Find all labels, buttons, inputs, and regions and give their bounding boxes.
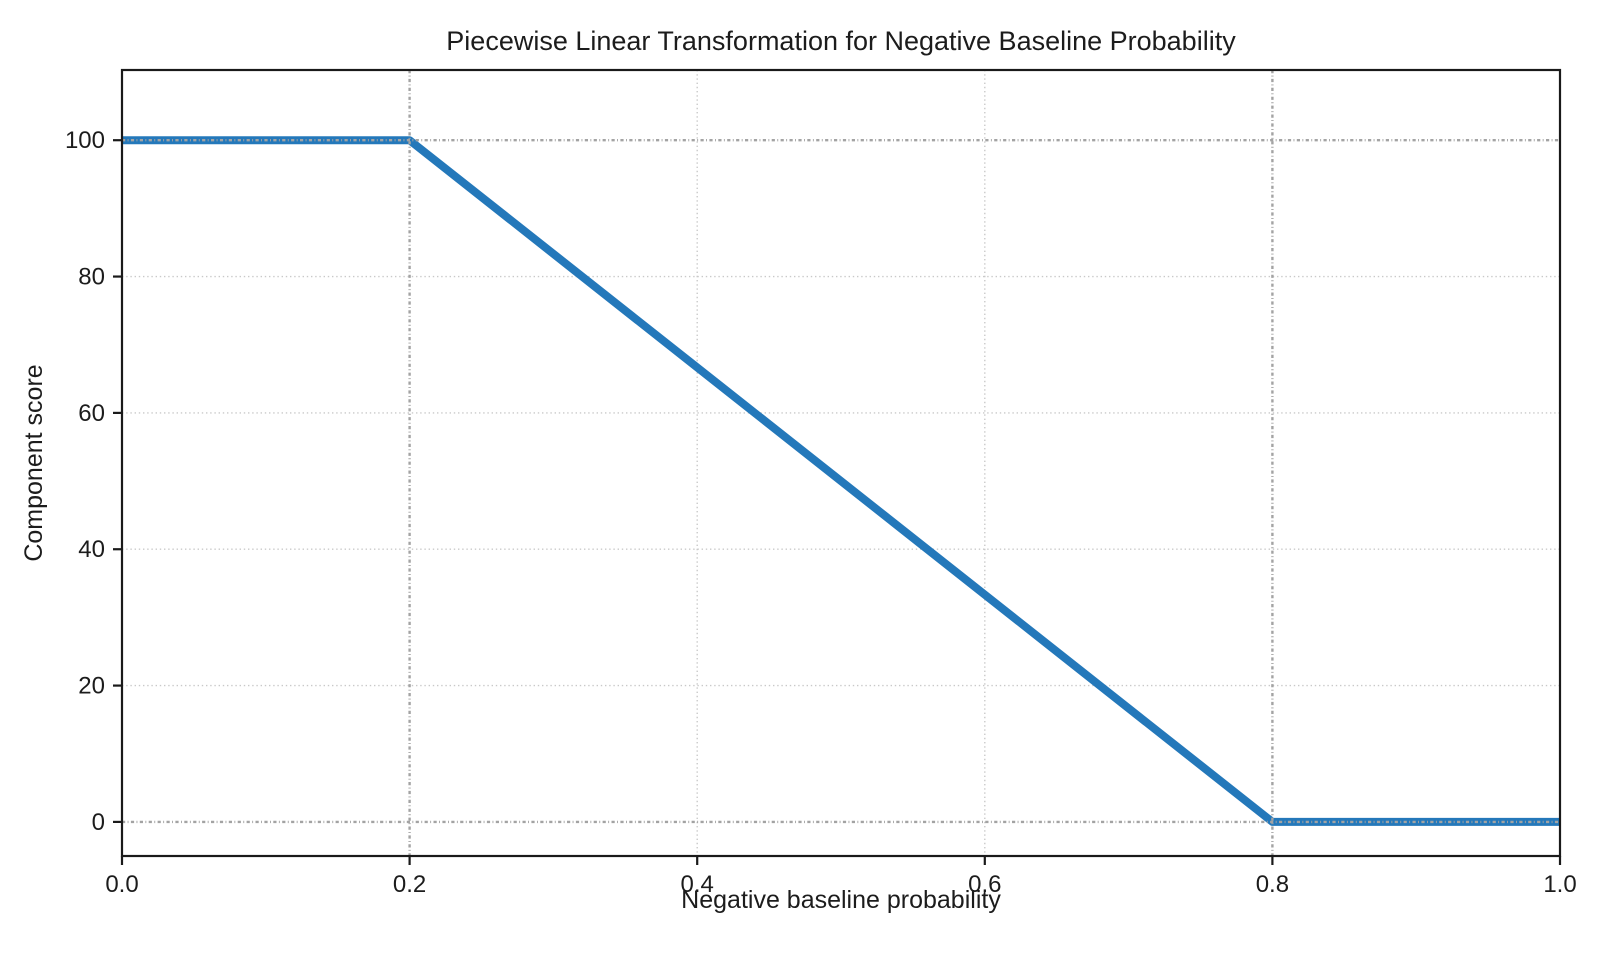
y-tick-label: 40	[78, 536, 105, 563]
x-tick-label: 0.8	[1256, 871, 1289, 898]
x-tick-label: 0.6	[968, 871, 1001, 898]
reference-gridlines	[122, 70, 1560, 856]
x-tick-label: 0.4	[681, 871, 714, 898]
chart-title: Piecewise Linear Transformation for Nega…	[446, 26, 1236, 56]
y-tick-label: 20	[78, 673, 105, 700]
x-tick-label: 0.0	[105, 871, 138, 898]
y-tick-label: 80	[78, 264, 105, 291]
axes-layer	[113, 68, 1562, 865]
y-tick-label: 60	[78, 400, 105, 427]
series-layer	[122, 136, 1560, 826]
series-component-score	[122, 136, 1560, 826]
x-tick-label: 0.2	[393, 871, 426, 898]
tick-labels-layer: 0.0 0.2 0.4 0.6 0.8 1.0 0 20 40 60 80 100	[65, 127, 1577, 898]
plot-spines	[120, 68, 1562, 858]
x-axis-label: Negative baseline probability	[681, 886, 1001, 914]
x-tick-label: 1.0	[1543, 871, 1576, 898]
minor-gridlines	[122, 70, 1560, 856]
y-tick-label: 0	[92, 809, 105, 836]
y-tick-label: 100	[65, 127, 105, 154]
y-axis-label: Component score	[20, 364, 48, 561]
